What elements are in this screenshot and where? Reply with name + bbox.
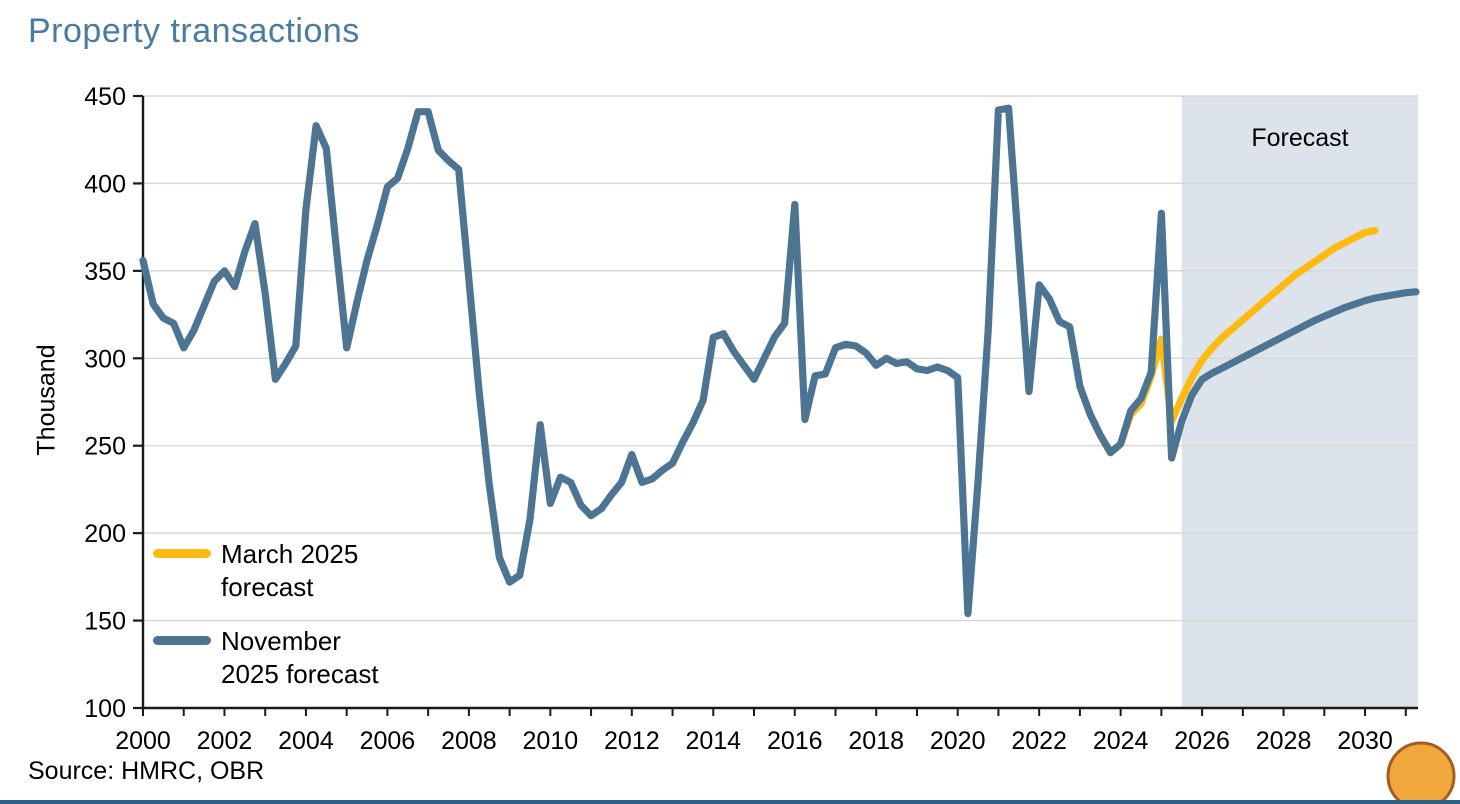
x-tick-label: 2008 [441, 727, 497, 755]
legend-swatch-march-icon [153, 549, 211, 558]
x-tick-label: 2026 [1174, 727, 1230, 755]
source-note: Source: HMRC, OBR [28, 757, 265, 785]
y-tick-label: 200 [84, 520, 126, 548]
x-tick-label: 2028 [1256, 727, 1312, 755]
x-tick-label: 2022 [1011, 727, 1067, 755]
forecast-shading [1181, 96, 1418, 708]
bottom-border-line [0, 800, 1460, 804]
x-tick-label: 2010 [523, 727, 579, 755]
y-axis-label: Thousand [32, 344, 61, 456]
forecast-region-label: Forecast [1251, 124, 1349, 152]
page-title: Property transactions [28, 12, 360, 50]
x-tick-label: 2016 [767, 727, 823, 755]
y-tick-label: 300 [84, 345, 126, 373]
x-tick-label: 2004 [278, 727, 334, 755]
x-tick-label: 2012 [604, 727, 660, 755]
x-tick-label: 2000 [115, 727, 171, 755]
series-line-november-2025 [139, 104, 1420, 618]
x-tick-label: 2006 [360, 727, 416, 755]
y-tick-label: 250 [84, 433, 126, 461]
legend-item-november-2025: November 2025 forecast [153, 625, 403, 691]
y-tick-label: 350 [84, 258, 126, 286]
chart-legend: March 2025 forecast November 2025 foreca… [153, 538, 403, 712]
y-tick-label: 150 [84, 608, 126, 636]
legend-swatch-november-icon [153, 636, 211, 645]
y-tick-label: 100 [84, 695, 126, 723]
legend-item-march-2025: March 2025 forecast [153, 538, 403, 604]
x-tick-label: 2018 [848, 727, 904, 755]
decorative-circle-icon [1386, 741, 1456, 804]
legend-label-november: November 2025 forecast [221, 626, 379, 689]
y-tick-label: 400 [84, 170, 126, 198]
x-tick-label: 2024 [1093, 727, 1149, 755]
x-tick-label: 2030 [1337, 727, 1393, 755]
legend-label-march: March 2025 forecast [221, 539, 359, 602]
y-tick-label: 450 [84, 83, 126, 111]
x-tick-label: 2020 [930, 727, 986, 755]
x-tick-label: 2002 [197, 727, 253, 755]
x-tick-label: 2014 [685, 727, 741, 755]
